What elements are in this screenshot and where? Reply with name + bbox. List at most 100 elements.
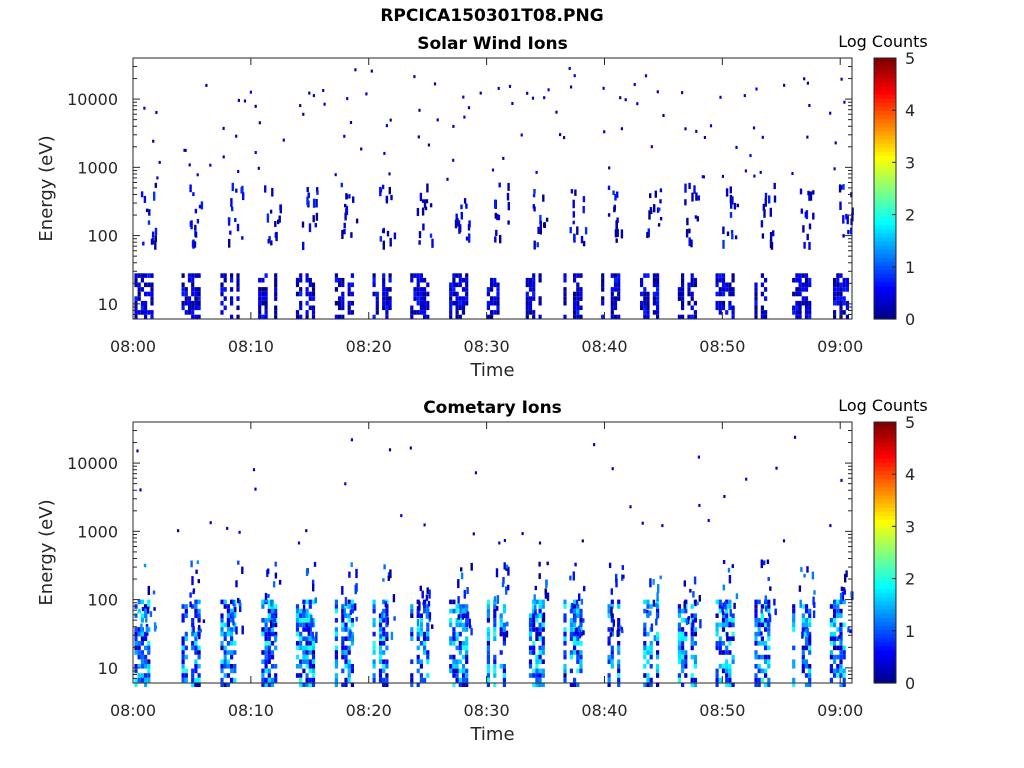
y-tick-label: 1000 [77,522,118,541]
data-cell [458,296,462,301]
data-cell [579,641,583,646]
colorbar-segment [874,237,896,243]
data-cell [532,622,536,628]
data-cell [690,282,694,288]
data-cell [652,296,656,301]
data-cell [237,98,240,102]
data-cell [191,310,195,315]
data-cell [499,234,502,244]
data-cell [233,641,237,646]
data-cell [643,287,647,292]
data-cell [347,287,351,292]
data-cell [191,682,195,687]
data-cell [220,677,224,683]
data-cell [573,277,577,283]
data-cell [843,100,846,104]
data-cell [230,198,233,208]
data-cell [493,604,497,609]
data-cell [345,194,349,199]
data-cell [718,622,722,628]
data-cell [465,236,469,241]
data-cell [619,96,622,100]
data-cell [352,196,355,203]
data-cell [261,300,265,306]
data-cell [576,650,580,655]
data-cell [230,654,234,660]
data-cell [264,314,268,320]
data-cell [687,617,690,625]
data-cell [449,654,453,660]
data-cell [347,604,351,609]
data-cell [410,682,414,687]
data-cell [656,282,660,288]
data-cell [541,636,545,641]
data-cell [754,622,758,628]
data-cell [681,659,685,664]
data-cell [579,613,583,618]
data-cell [468,233,471,243]
data-cell [295,618,300,623]
data-cell [334,599,338,605]
data-cell [350,668,354,674]
data-cell [760,559,763,569]
data-cell [465,645,469,651]
data-cell [681,618,685,623]
data-cell [233,677,237,683]
data-cell [760,305,764,311]
data-cell [511,102,514,105]
data-cell [693,682,697,687]
data-cell [423,604,427,609]
data-cell [196,560,199,565]
colorbar-segment [874,115,896,120]
data-cell [302,627,306,632]
data-cell [197,314,201,320]
data-cell [258,310,262,315]
data-cell [270,631,275,637]
data-cell [525,305,529,311]
data-cell [308,636,312,641]
data-cell [382,277,386,283]
data-cell [768,613,771,617]
data-cell [829,677,833,683]
data-cell [220,641,224,646]
data-cell [140,273,144,278]
data-cell [347,636,351,641]
data-cell [466,611,470,619]
data-cell [235,188,238,193]
data-cell [137,599,141,605]
data-cell [764,197,767,207]
data-cell [468,220,471,228]
data-cell [136,449,139,453]
data-cell [264,677,268,683]
data-cell [274,287,278,292]
data-cell [461,654,466,660]
data-cell [410,277,414,283]
data-cell [156,176,159,180]
data-cell [563,668,567,674]
data-cell [690,677,694,683]
data-cell [452,273,456,278]
data-cell [312,94,315,98]
colorbar-segment [874,650,896,656]
colorbar-segment [874,225,896,230]
data-cell [528,622,533,628]
data-cell [194,608,198,614]
data-cell [804,282,809,288]
data-cell [526,91,529,95]
data-cell [349,631,352,637]
data-cell [798,305,802,311]
data-cell [299,300,303,306]
data-cell [607,677,611,683]
data-cell [372,314,376,320]
data-cell [659,199,662,204]
data-cell [764,627,768,632]
data-cell [427,600,431,607]
data-cell [559,133,562,137]
data-cell [613,282,618,288]
data-cell [575,599,579,606]
data-cell [563,673,567,678]
data-cell [295,641,300,646]
data-cell [754,641,758,646]
data-cell [760,273,764,278]
data-cell [460,204,463,210]
